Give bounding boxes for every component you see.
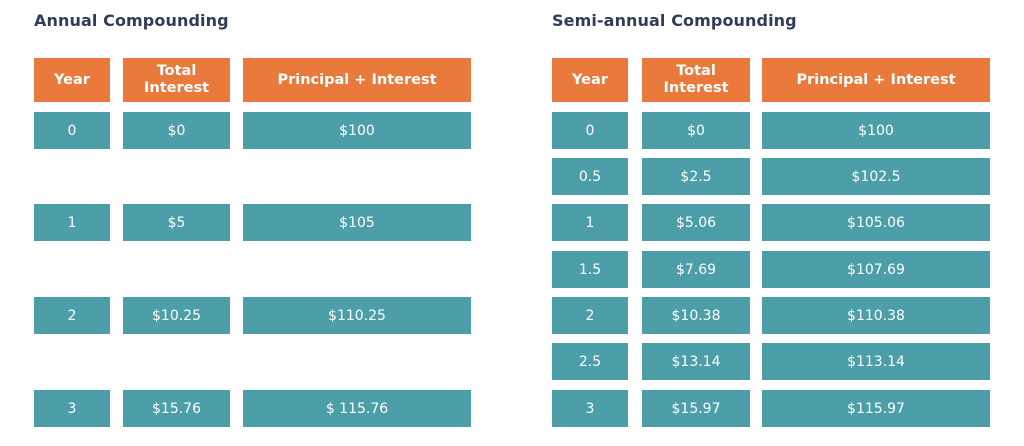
semi-row-1-year: 0.5 [552,158,628,195]
header-total-interest: Total Interest [642,58,750,102]
header-total-interest-label: Total Interest [663,63,729,96]
semi-row-4-interest: $10.38 [642,297,750,334]
semi-row-4-year: 2 [552,297,628,334]
annual-row-1-year: 1 [34,204,110,241]
annual-row-1-interest: $5 [123,204,230,241]
annual-row-2-year: 2 [34,297,110,334]
semiannual-table-title: Semi-annual Compounding [552,11,797,30]
semi-row-3-year: 1.5 [552,251,628,288]
semi-row-3-interest: $7.69 [642,251,750,288]
semi-row-4-principal-interest: $110.38 [762,297,990,334]
annual-row-2-principal-interest: $110.25 [243,297,471,334]
semi-row-1-principal-interest: $102.5 [762,158,990,195]
annual-row-0-year: 0 [34,112,110,149]
header-year: Year [552,58,628,102]
semi-row-0-interest: $0 [642,112,750,149]
semi-row-6-interest: $15.97 [642,390,750,427]
annual-row-2-interest: $10.25 [123,297,230,334]
annual-row-3-year: 3 [34,390,110,427]
semi-row-5-year: 2.5 [552,343,628,380]
annual-row-3-interest: $15.76 [123,390,230,427]
semi-row-2-principal-interest: $105.06 [762,204,990,241]
header-total-interest: Total Interest [123,58,230,102]
semi-row-2-interest: $5.06 [642,204,750,241]
semi-row-5-interest: $13.14 [642,343,750,380]
header-principal-interest: Principal + Interest [243,58,471,102]
header-year: Year [34,58,110,102]
annual-row-0-principal-interest: $100 [243,112,471,149]
semi-row-2-year: 1 [552,204,628,241]
annual-table-title: Annual Compounding [34,11,229,30]
semi-row-1-interest: $2.5 [642,158,750,195]
annual-row-0-interest: $0 [123,112,230,149]
semi-row-0-year: 0 [552,112,628,149]
semi-row-6-year: 3 [552,390,628,427]
semi-row-0-principal-interest: $100 [762,112,990,149]
semi-row-6-principal-interest: $115.97 [762,390,990,427]
annual-row-1-principal-interest: $105 [243,204,471,241]
header-total-interest-label: Total Interest [143,63,210,96]
annual-row-3-principal-interest: $ 115.76 [243,390,471,427]
semi-row-3-principal-interest: $107.69 [762,251,990,288]
header-principal-interest: Principal + Interest [762,58,990,102]
semi-row-5-principal-interest: $113.14 [762,343,990,380]
